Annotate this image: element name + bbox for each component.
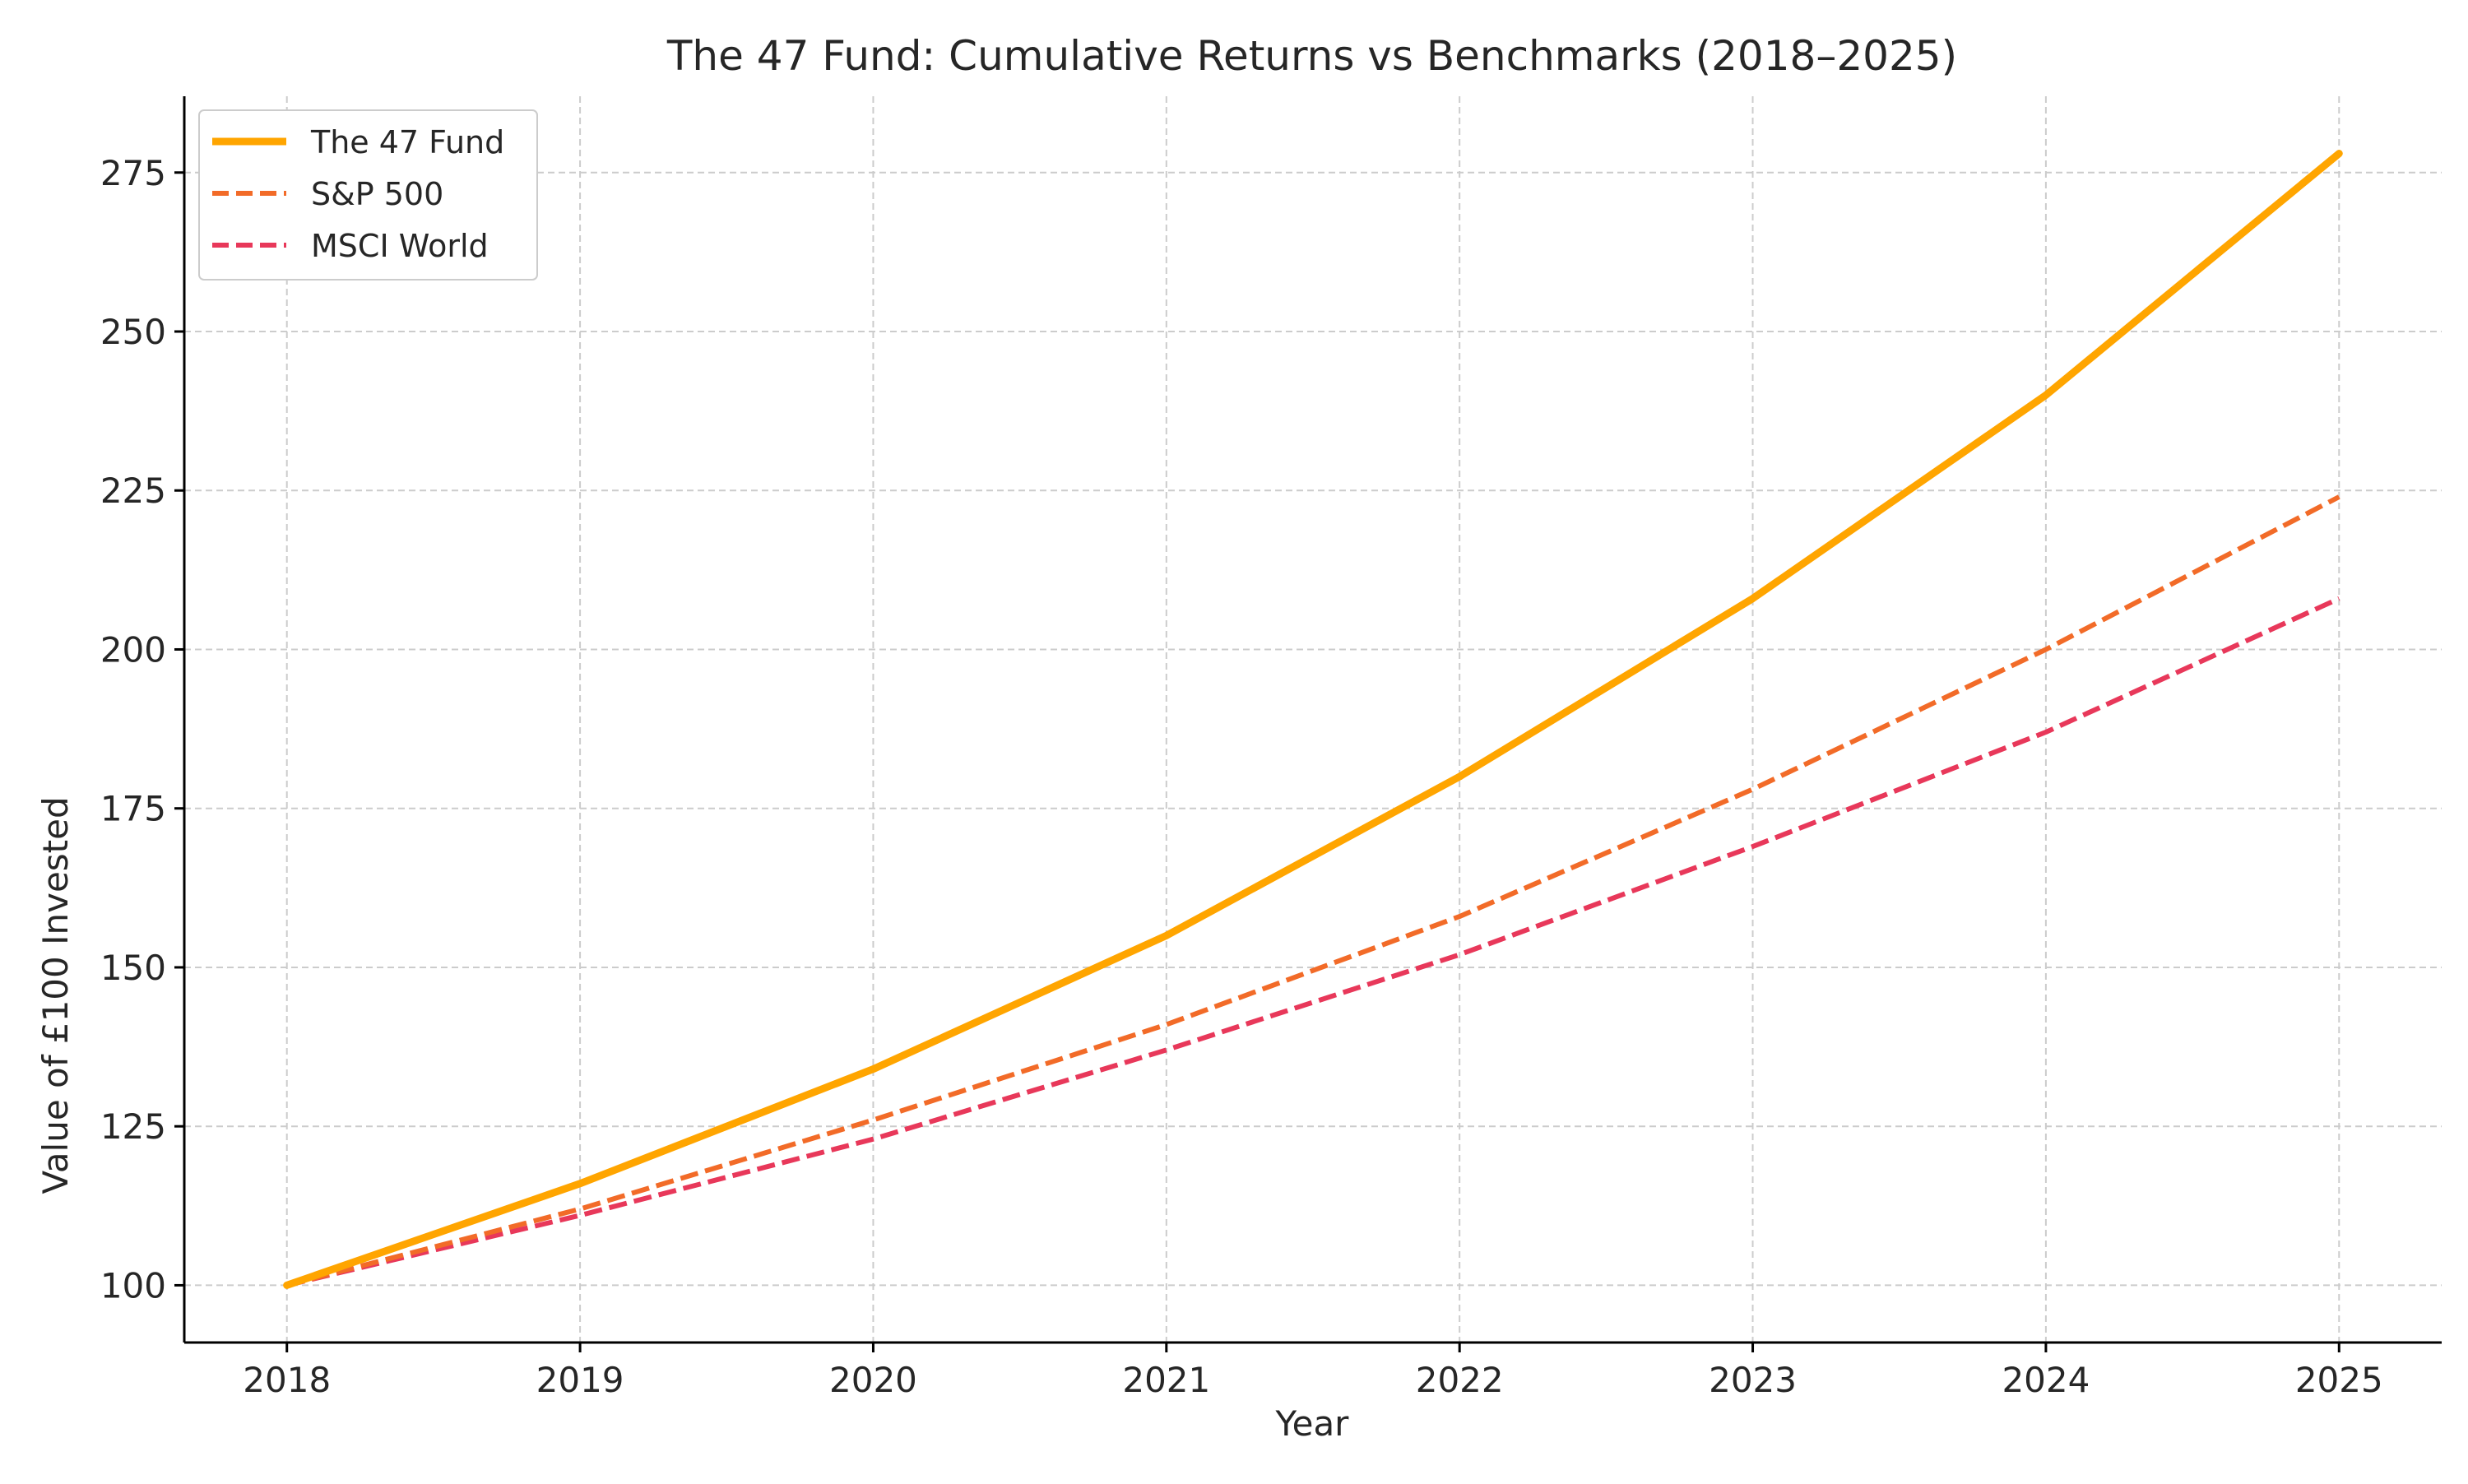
- x-tick-label: 2022: [1416, 1360, 1504, 1400]
- x-tick-label: 2025: [2295, 1360, 2383, 1400]
- x-tick-label: 2024: [2002, 1360, 2090, 1400]
- x-tick-label: 2020: [829, 1360, 917, 1400]
- x-axis-label: Year: [1275, 1403, 1350, 1444]
- y-tick-label: 175: [100, 789, 166, 829]
- grid: [184, 96, 2442, 1343]
- x-tick-label: 2021: [1122, 1360, 1210, 1400]
- x-tick-label: 2023: [1709, 1360, 1797, 1400]
- tick-labels: 2018 2019 2020 2021 2022 2023 2024 2025 100 125 15…: [100, 153, 2383, 1400]
- legend-label: S&P 500: [311, 176, 443, 212]
- y-tick-label: 125: [100, 1106, 166, 1147]
- legend-box: [198, 109, 538, 281]
- legend: The 47 Fund S&P 500 MSCI World: [198, 109, 538, 281]
- y-tick-label: 100: [100, 1265, 166, 1305]
- y-tick-label: 250: [100, 312, 166, 352]
- series-line-the-47-fund: [283, 150, 2343, 1289]
- y-axis-label: Value of £100 Invested: [35, 796, 76, 1194]
- y-tick-label: 275: [100, 153, 166, 193]
- y-tick-label: 200: [100, 629, 166, 670]
- x-tick-label: 2018: [243, 1360, 331, 1400]
- axes: [183, 96, 2442, 1344]
- y-tick-label: 150: [100, 948, 166, 988]
- series-line-s-p-500: [285, 494, 2340, 1288]
- series-lines: [283, 150, 2343, 1289]
- legend-label: MSCI World: [311, 228, 489, 264]
- series-line-msci-world: [286, 596, 2340, 1288]
- chart-title: The 47 Fund: Cumulative Returns vs Bench…: [666, 32, 1957, 80]
- y-tick-label: 225: [100, 471, 166, 511]
- legend-label: The 47 Fund: [310, 124, 504, 160]
- x-tick-label: 2019: [536, 1360, 624, 1400]
